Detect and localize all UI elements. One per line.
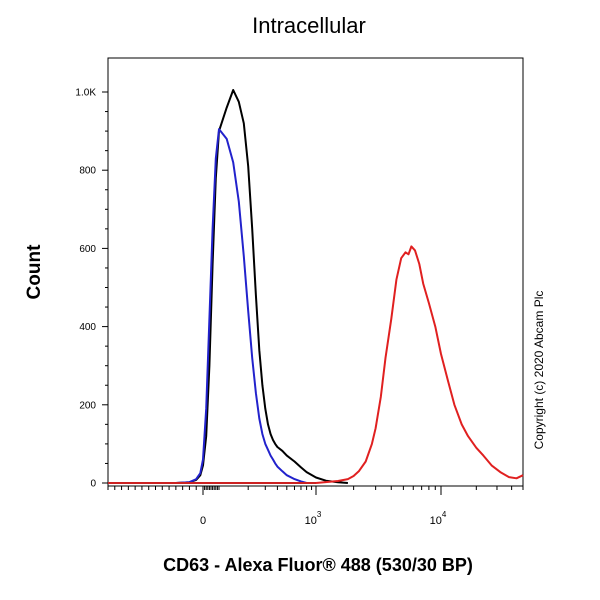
x-tick-label: 104 [430,510,447,527]
x-tick-base: 0 [200,515,206,527]
x-axis-label: CD63 - Alexa Fluor® 488 (530/30 BP) [163,555,473,575]
y-tick-label: 400 [79,322,96,333]
histogram-series-3 [315,245,524,484]
y-tick-label: 800 [79,166,96,177]
x-tick-label: 0 [200,515,206,527]
x-tick-exponent: 3 [317,510,322,519]
x-tick-base: 10 [430,515,442,527]
x-tick-base: 10 [305,515,317,527]
y-tick-label: 200 [79,400,96,411]
histogram-series-1 [175,89,348,484]
y-axis-label: Count [24,244,45,300]
copyright-notice: Copyright (c) 2020 Abcam Plc [532,291,546,450]
x-tick-label: 103 [305,510,322,527]
y-tick-label: 1.0K [75,88,96,99]
x-tick-exponent: 4 [442,510,447,519]
series-layer [108,89,524,484]
chart-title: Intracellular [252,13,366,38]
y-tick-label: 0 [90,479,96,490]
y-tick-label: 600 [79,244,96,255]
histogram-series-2 [175,128,307,484]
y-axis: 0 200 400 600 800 1.0K [75,88,108,490]
